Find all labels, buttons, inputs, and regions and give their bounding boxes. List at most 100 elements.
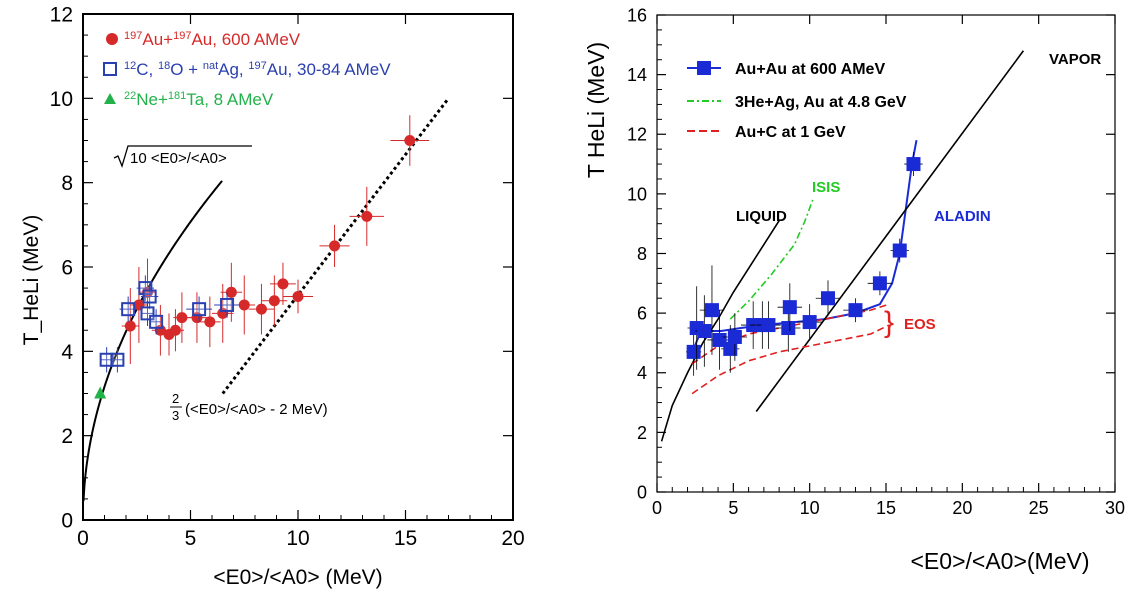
y-tick-label: 8 bbox=[637, 244, 647, 264]
linear-annotation-text: (<E0>/<A0> - 2 MeV) bbox=[185, 401, 328, 418]
data-point-au-au bbox=[238, 299, 250, 311]
right-chart: 0 5 10 15 20 25 30 0 2 4 6 8 10 12 14 16 Au+Au at 600 A… bbox=[583, 5, 1125, 574]
data-point-light-ions bbox=[192, 302, 207, 317]
x-tick-label: 10 bbox=[286, 527, 309, 550]
data-point-ne-ta bbox=[94, 386, 107, 399]
data-point-au-au bbox=[255, 303, 267, 315]
legend-label-au-au-600: Au+Au at 600 AMeV bbox=[735, 61, 885, 78]
x-tick-label: 5 bbox=[185, 527, 197, 550]
data-point-au-au bbox=[204, 316, 216, 328]
x-tick-label: 5 bbox=[728, 498, 738, 518]
annotation-eos-brace: } bbox=[884, 306, 894, 339]
x-tick-label: 20 bbox=[501, 527, 524, 550]
legend-marker-au-au-600 bbox=[697, 61, 711, 75]
curve-isis bbox=[729, 199, 814, 320]
x-tick-label: 25 bbox=[1029, 498, 1049, 518]
y-tick-label: 10 bbox=[50, 88, 73, 111]
curve-liquid bbox=[660, 220, 780, 442]
y-tick-label: 0 bbox=[61, 510, 73, 533]
legend-label-light-ions: 12C, 18O + natAg, 197Au, 30-84 AMeV bbox=[124, 60, 391, 79]
data-point-au-au bbox=[268, 295, 280, 307]
data-point-au-au bbox=[225, 286, 237, 298]
left-chart: 0 5 10 15 20 0 2 4 6 8 10 12 197Au+197Au, 600 AMeV … bbox=[20, 4, 525, 589]
data-point-au-au-600 bbox=[686, 344, 701, 359]
right-legend: Au+Au at 600 AMeV 3He+Ag, Au at 4.8 GeV … bbox=[687, 61, 907, 141]
data-point-au-au-600 bbox=[704, 303, 719, 318]
left-axis-ticks bbox=[82, 13, 514, 521]
left-x-axis-label: <E0>/<A0> (MeV) bbox=[213, 566, 382, 589]
legend-label-au-c: Au+C at 1 GeV bbox=[735, 124, 846, 141]
x-tick-label: 10 bbox=[800, 498, 820, 518]
y-tick-label: 2 bbox=[637, 423, 647, 443]
legend-marker-ne-ta bbox=[104, 93, 116, 104]
left-legend: 197Au+197Au, 600 AMeV 12C, 18O + natAg, … bbox=[103, 30, 391, 109]
left-sqrt-annotation: 10 <E0>/<A0> bbox=[113, 145, 252, 168]
y-tick-label: 4 bbox=[637, 363, 647, 383]
data-point-light-ions bbox=[121, 302, 136, 317]
annotation-vapor: VAPOR bbox=[1049, 51, 1101, 68]
x-tick-label: 0 bbox=[652, 498, 662, 518]
y-tick-label: 2 bbox=[61, 425, 73, 448]
data-point-au-au bbox=[329, 240, 341, 252]
y-tick-label: 10 bbox=[627, 184, 647, 204]
x-tick-label: 20 bbox=[952, 498, 972, 518]
annotation-isis: ISIS bbox=[812, 179, 840, 196]
data-point-au-au-600 bbox=[727, 329, 742, 344]
data-point-au-au-600 bbox=[848, 303, 863, 318]
annotation-liquid: LIQUID bbox=[736, 208, 787, 225]
left-y-axis-label: T_HeLi (MeV) bbox=[20, 215, 43, 346]
data-point-au-au-600 bbox=[906, 157, 921, 172]
right-data-points bbox=[686, 152, 923, 376]
x-tick-label: 15 bbox=[394, 527, 417, 550]
legend-label-ne-ta: 22Ne+181Ta, 8 AMeV bbox=[124, 90, 274, 109]
y-tick-label: 12 bbox=[627, 125, 647, 145]
data-point-au-au bbox=[292, 291, 304, 303]
legend-label-au-au: 197Au+197Au, 600 AMeV bbox=[124, 30, 301, 49]
linear-frac-numerator: 2 bbox=[172, 391, 179, 406]
data-point-au-au-600 bbox=[802, 315, 817, 330]
y-tick-label: 8 bbox=[61, 172, 73, 195]
sqrt-curve bbox=[82, 180, 223, 502]
y-tick-label: 12 bbox=[50, 4, 73, 27]
left-data-points bbox=[94, 115, 430, 399]
right-y-axis-label: T HeLi (MeV) bbox=[583, 42, 609, 178]
y-tick-label: 4 bbox=[61, 341, 73, 364]
data-point-light-ions bbox=[149, 314, 164, 329]
data-point-au-au-600 bbox=[872, 276, 887, 291]
left-tick-labels: 0 5 10 15 20 0 2 4 6 8 10 12 bbox=[50, 4, 525, 550]
data-point-au-au-600 bbox=[697, 324, 712, 339]
x-tick-label: 0 bbox=[77, 527, 89, 550]
data-point-light-ions bbox=[110, 352, 125, 367]
data-point-au-au-600 bbox=[712, 332, 727, 347]
data-point-au-au bbox=[404, 135, 416, 146]
left-linear-annotation: 2 3 (<E0>/<A0> - 2 MeV) bbox=[170, 391, 328, 423]
data-point-au-au bbox=[169, 324, 181, 336]
right-tick-labels: 0 5 10 15 20 25 30 0 2 4 6 8 10 12 14 16 bbox=[627, 5, 1125, 518]
curve-eos-lower bbox=[691, 324, 890, 395]
y-tick-label: 16 bbox=[627, 5, 647, 25]
data-point-au-au-600 bbox=[820, 291, 835, 306]
legend-marker-au-au bbox=[106, 33, 118, 45]
data-point-light-ions bbox=[142, 289, 157, 304]
linear-dotted-curve bbox=[221, 97, 450, 395]
data-point-au-au bbox=[176, 312, 188, 324]
data-point-au-au-600 bbox=[723, 341, 738, 356]
y-tick-label: 6 bbox=[61, 257, 73, 280]
data-point-au-au-600 bbox=[782, 300, 797, 315]
right-axis-ticks bbox=[656, 14, 1116, 493]
data-point-au-au bbox=[361, 210, 373, 222]
right-plot-frame bbox=[656, 14, 1116, 493]
annotation-eos: EOS bbox=[904, 316, 936, 333]
data-point-au-au bbox=[277, 278, 289, 290]
y-tick-label: 6 bbox=[637, 304, 647, 324]
data-point-au-au-600 bbox=[892, 243, 907, 258]
curve-vapor bbox=[755, 50, 1025, 412]
y-tick-label: 14 bbox=[627, 65, 647, 85]
y-tick-label: 0 bbox=[637, 482, 647, 502]
annotation-aladin: ALADIN bbox=[934, 208, 991, 225]
left-curves bbox=[82, 97, 450, 502]
data-point-light-ions bbox=[220, 297, 235, 312]
data-point-au-au-600 bbox=[781, 321, 796, 336]
x-tick-label: 30 bbox=[1105, 498, 1125, 518]
